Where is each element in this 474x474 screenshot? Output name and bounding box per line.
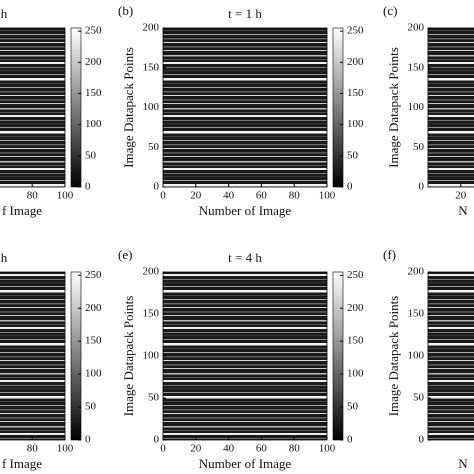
y-axis-label: Image Datapack Points <box>386 47 401 168</box>
colorbar-tick-label: 0 <box>347 434 353 446</box>
y-tick-label: 200 <box>408 22 425 34</box>
colorbar-tick-label: 150 <box>347 335 364 347</box>
x-tick-label: 0 <box>160 443 166 455</box>
colorbar-tick-label: 0 <box>347 181 353 193</box>
y-tick-label: 100 <box>143 101 160 113</box>
colorbar-tick-label: 150 <box>85 87 102 99</box>
y-tick-label: 0 <box>154 434 160 446</box>
y-tick-label: 200 <box>143 266 160 278</box>
x-tick-label: 100 <box>319 443 336 455</box>
x-tick-label: 80 <box>27 443 39 455</box>
colorbar <box>332 271 344 441</box>
heatmap <box>0 271 66 441</box>
y-tick-label: 50 <box>413 392 425 404</box>
y-tick-label: 200 <box>408 266 425 278</box>
x-axis-label: f Image <box>2 203 42 218</box>
panel-label: (c) <box>383 3 397 18</box>
x-axis-label: N <box>458 456 468 471</box>
colorbar-tick-label: 250 <box>347 25 364 37</box>
y-tick-label: 150 <box>408 308 425 320</box>
colorbar-tick-label: 100 <box>347 118 364 130</box>
colorbar <box>70 27 82 188</box>
x-tick-label: 80 <box>289 190 301 202</box>
heatmap <box>427 271 474 441</box>
x-tick-label: 60 <box>256 190 268 202</box>
colorbar <box>70 271 82 441</box>
colorbar-tick-label: 200 <box>347 56 364 68</box>
panel-title: h <box>1 6 8 21</box>
y-tick-label: 150 <box>143 61 160 73</box>
colorbar-tick-label: 50 <box>85 401 97 413</box>
x-tick-label: 20 <box>190 190 202 202</box>
y-axis-label: Image Datapack Points <box>121 296 136 417</box>
colorbar-tick-label: 250 <box>85 269 102 281</box>
x-tick-label: 40 <box>223 190 235 202</box>
x-tick-label: 80 <box>289 443 301 455</box>
colorbar-tick-label: 50 <box>85 149 97 161</box>
colorbar-tick-label: 150 <box>347 87 364 99</box>
y-axis-label: Image Datapack Points <box>386 296 401 417</box>
colorbar-tick-label: 100 <box>85 368 102 380</box>
heatmap <box>162 27 328 188</box>
y-tick-label: 100 <box>408 101 425 113</box>
x-axis-label: Number of Image <box>199 203 292 218</box>
colorbar-tick-label: 100 <box>85 118 102 130</box>
x-tick-label: 20 <box>455 190 467 202</box>
colorbar-tick-label: 150 <box>85 335 102 347</box>
colorbar-tick-label: 100 <box>347 368 364 380</box>
y-tick-label: 0 <box>419 181 425 193</box>
colorbar <box>332 27 344 188</box>
heatmap <box>162 271 328 441</box>
x-axis-label: N <box>458 203 468 218</box>
colorbar-tick-label: 200 <box>85 302 102 314</box>
x-axis-label: Number of Image <box>199 456 292 471</box>
y-tick-label: 150 <box>408 61 425 73</box>
y-tick-label: 100 <box>143 350 160 362</box>
colorbar-tick-label: 0 <box>85 434 91 446</box>
panel-title: t = 1 h <box>228 6 262 21</box>
y-tick-label: 150 <box>143 308 160 320</box>
colorbar-tick-label: 0 <box>85 181 91 193</box>
x-tick-label: 60 <box>256 443 268 455</box>
y-tick-label: 0 <box>154 181 160 193</box>
y-tick-label: 0 <box>419 434 425 446</box>
panel-title: t = 4 h <box>228 250 262 265</box>
colorbar-tick-label: 50 <box>347 401 359 413</box>
heatmap <box>0 27 66 188</box>
y-tick-label: 100 <box>408 350 425 362</box>
colorbar-tick-label: 200 <box>85 56 102 68</box>
y-tick-label: 50 <box>148 141 160 153</box>
y-tick-label: 200 <box>143 22 160 34</box>
y-axis-label: Image Datapack Points <box>121 47 136 168</box>
colorbar-tick-label: 200 <box>347 302 364 314</box>
x-tick-label: 100 <box>57 443 74 455</box>
colorbar-tick-label: 250 <box>347 269 364 281</box>
x-tick-label: 80 <box>27 190 39 202</box>
x-tick-label: 100 <box>319 190 336 202</box>
panel-title: h <box>1 250 8 265</box>
colorbar-tick-label: 50 <box>347 149 359 161</box>
x-tick-label: 0 <box>160 190 166 202</box>
x-tick-label: 100 <box>57 190 74 202</box>
x-axis-label: f Image <box>2 456 42 471</box>
x-tick-label: 40 <box>223 443 235 455</box>
panel-label: (b) <box>118 3 133 18</box>
panel-label: (e) <box>118 247 132 262</box>
y-tick-label: 50 <box>413 141 425 153</box>
panel-label: (f) <box>383 247 396 262</box>
heatmap <box>427 27 474 188</box>
x-tick-label: 20 <box>190 443 202 455</box>
colorbar-tick-label: 250 <box>85 25 102 37</box>
y-tick-label: 50 <box>148 392 160 404</box>
